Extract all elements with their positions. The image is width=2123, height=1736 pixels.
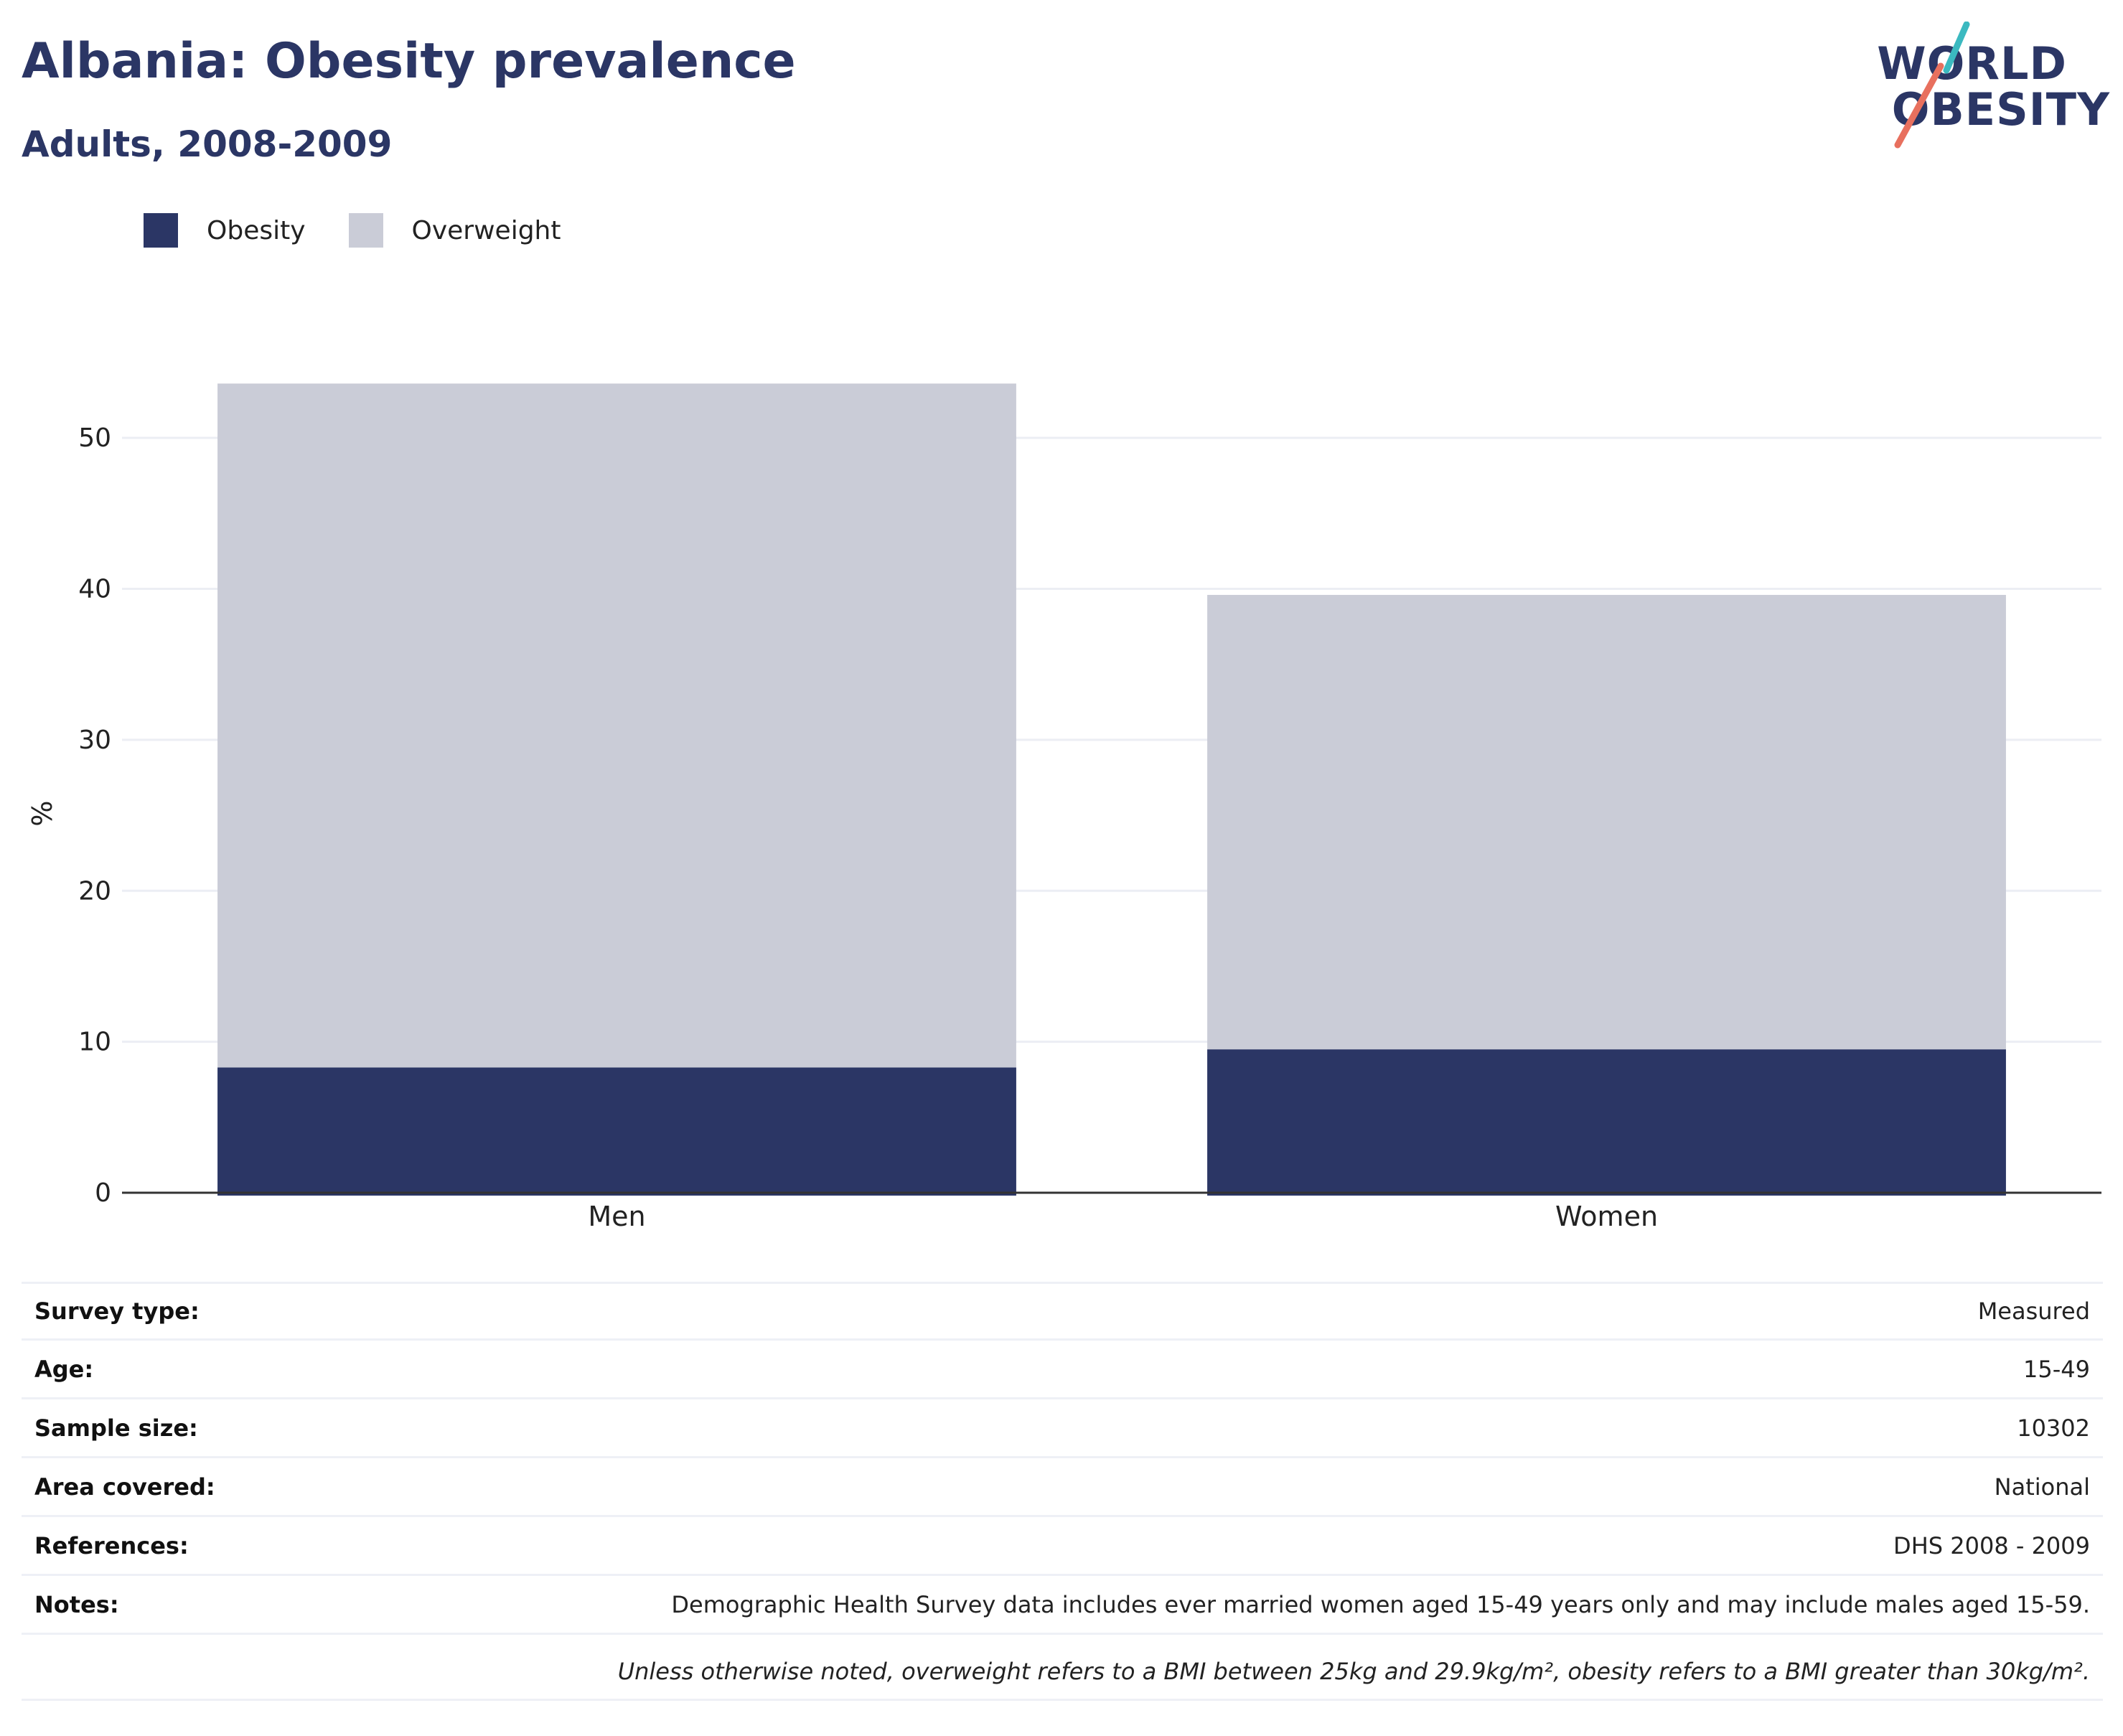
y-tick-label: 40 [78,575,111,604]
info-row-survey-type: Survey type: Measured [22,1282,2103,1341]
survey-info-table: Survey type: Measured Age: 15-49 Sample … [22,1282,2103,1635]
info-value: Measured [1977,1298,2090,1325]
bar-obesity-men [217,1067,1016,1196]
chart-subtitle: Adults, 2008-2009 [22,123,393,165]
info-label: Survey type: [34,1298,200,1325]
legend-swatch-overweight [348,213,383,248]
info-row-notes: Notes: Demographic Health Survey data in… [22,1576,2103,1635]
info-value: National [1994,1473,2090,1501]
chart-legend: Obesity Overweight [144,212,604,248]
info-row-age: Age: 15-49 [22,1341,2103,1399]
legend-label-obesity: Obesity [207,215,306,245]
legend-swatch-obesity [144,213,178,248]
y-tick-label: 30 [78,726,111,755]
info-value: 15-49 [2023,1355,2090,1383]
logo-slash-icon [1894,22,1970,149]
x-tick-label: Men [588,1201,645,1232]
info-label: Area covered: [34,1473,215,1501]
y-tick-label: 50 [78,423,111,453]
info-label: Sample size: [34,1414,198,1442]
info-label: References: [34,1531,189,1559]
info-label: Notes: [34,1590,119,1618]
legend-item-overweight[interactable]: Overweight [348,213,561,248]
y-tick-label: 10 [78,1028,111,1057]
bar-overweight-men [217,383,1016,1068]
info-value: DHS 2008 - 2009 [1893,1531,2090,1559]
info-value: Demographic Health Survey data includes … [671,1590,2090,1618]
legend-label-overweight: Overweight [411,215,561,245]
bar-overweight-women [1207,594,2006,1050]
bar-obesity-women [1207,1049,2006,1196]
chart-title: Albania: Obesity prevalence [22,33,796,90]
y-axis-label: % [27,800,58,826]
info-row-area-covered: Area covered: National [22,1458,2103,1517]
info-row-sample-size: Sample size: 10302 [22,1399,2103,1458]
info-row-references: References: DHS 2008 - 2009 [22,1517,2103,1576]
stacked-bar-chart: 0 10 20 30 40 50% Men Women [27,383,2101,1232]
bmi-definition-footnote: Unless otherwise noted, overweight refer… [22,1643,2103,1701]
legend-item-obesity[interactable]: Obesity [144,213,306,248]
world-obesity-logo: WORLD OBESITY [1866,22,2110,151]
logo-word-world: WORLD [1877,37,2067,90]
y-tick-label: 0 [95,1178,111,1208]
info-value: 10302 [2017,1414,2090,1442]
x-tick-label: Women [1555,1201,1658,1232]
y-tick-label: 20 [78,876,111,906]
info-label: Age: [34,1355,94,1383]
